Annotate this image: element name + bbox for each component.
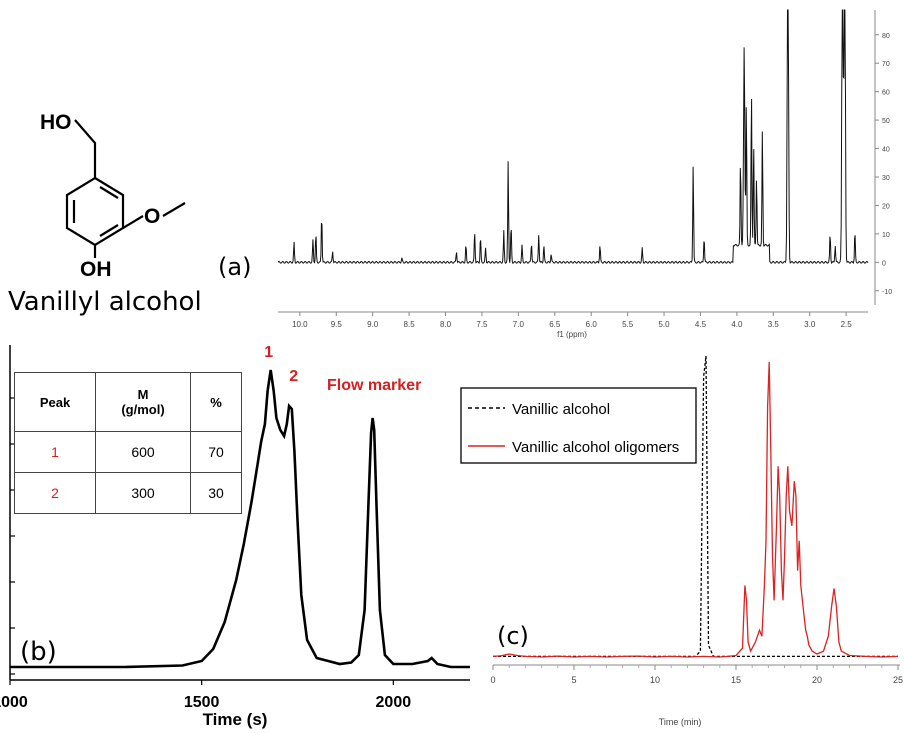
- compound-name: Vanillyl alcohol: [8, 287, 202, 317]
- sec-peak-table: Peak M (g/mol) % 1 600 70 2 300 30: [14, 372, 242, 514]
- hplc-series-oligomers: [492, 361, 899, 658]
- sec-x-label: Time (s): [203, 710, 268, 729]
- nmr-y-tick-label: 20: [882, 203, 890, 210]
- table-cell-peak: 1: [14, 431, 96, 473]
- legend-label-oligomers: Vanillic alcohol oligomers: [512, 439, 679, 456]
- hplc-chromatogram-chart: 0 5 10 15 20 25 Vanillic alcohol Vanillic alc…: [460, 355, 903, 727]
- nmr-trace: [277, 9, 869, 265]
- nmr-x-tick-label: 3.0: [804, 320, 816, 329]
- sec-annotation-2: 2: [289, 368, 298, 385]
- nmr-y-tick-label: 50: [882, 118, 890, 125]
- hplc-x-tick-label: 15: [731, 675, 741, 685]
- ho-label: HO: [40, 111, 72, 134]
- oh-label: OH: [80, 258, 112, 281]
- nmr-x-tick-label: 5.5: [622, 320, 634, 329]
- hplc-x-tick-label: 10: [650, 675, 660, 685]
- table-header-m-line2: (g/mol): [121, 402, 165, 417]
- panel-label-c: (c): [497, 622, 529, 650]
- sec-x-tick-label: 1500: [184, 694, 220, 711]
- nmr-x-tick-label: 7.5: [476, 320, 488, 329]
- legend-label-vanillic-alcohol: Vanillic alcohol: [512, 401, 610, 418]
- nmr-x-tick-label: 6.0: [586, 320, 598, 329]
- nmr-y-tick-label: 80: [882, 33, 890, 40]
- sec-x-tick-label: 2000: [376, 694, 412, 711]
- table-header-m-line1: M: [137, 387, 149, 402]
- nmr-x-tick-label: 9.5: [331, 320, 343, 329]
- table-header-peak: Peak: [14, 372, 96, 432]
- nmr-x-tick-label: 3.5: [768, 320, 780, 329]
- benzene-ring: [65, 176, 125, 247]
- nmr-x-tick-label: 6.5: [549, 320, 561, 329]
- table-cell-m: 600: [95, 431, 191, 473]
- hplc-x-tick-label: 5: [571, 675, 576, 685]
- sec-annotation-3: Flow marker: [327, 377, 421, 394]
- hplc-x-tick-label: 20: [812, 675, 822, 685]
- nmr-y-tick-label: 40: [882, 147, 890, 154]
- table-header-m: M (g/mol): [95, 372, 191, 432]
- table-cell-percent: 30: [190, 472, 242, 514]
- nmr-y-tick-label: 0: [882, 260, 886, 267]
- table-cell-peak: 2: [14, 472, 96, 514]
- ch2oh-bond: [74, 119, 97, 178]
- hplc-x-tick-label: 25: [893, 675, 903, 685]
- nmr-y-tick-label: -10: [882, 289, 892, 296]
- nmr-spectrum-chart: 10.0 9.5 9.0 8.5 8.0 7.5 7.0 6.5 6.0 5.5 5.0 4.5 4.0…: [277, 9, 892, 339]
- table-header-percent: %: [190, 372, 242, 432]
- table-cell-percent: 70: [190, 431, 242, 473]
- nmr-x-tick-label: 5.0: [658, 320, 670, 329]
- nmr-x-tick-label: 4.0: [731, 320, 743, 329]
- nmr-x-tick-label: 8.5: [404, 320, 416, 329]
- ring-double-bond: [99, 224, 119, 237]
- hplc-x-label: Time (min): [659, 717, 702, 727]
- hplc-legend: Vanillic alcohol Vanillic alcohol oligom…: [460, 387, 697, 464]
- panel-label-a: (a): [218, 253, 251, 281]
- nmr-x-tick-label: 10.0: [292, 320, 308, 329]
- nmr-y-tick-label: 60: [882, 90, 890, 97]
- hplc-x-tick-label: 0: [490, 675, 495, 685]
- methyl-bond: [162, 202, 186, 217]
- table-cell-m: 300: [95, 472, 191, 514]
- nmr-y-tick-label: 30: [882, 175, 890, 182]
- vanillyl-alcohol-structure: [65, 119, 186, 258]
- nmr-x-tick-label: 7.0: [513, 320, 525, 329]
- table-header-row: Peak M (g/mol) %: [14, 372, 242, 432]
- nmr-x-tick-label: 9.0: [367, 320, 379, 329]
- table-row: 1 600 70: [14, 431, 242, 473]
- nmr-x-label: f1 (ppm): [557, 330, 587, 339]
- nmr-x-tick-label: 2.5: [841, 320, 853, 329]
- panel-label-b: (b): [20, 637, 57, 667]
- sec-trace: [10, 369, 470, 669]
- nmr-x-tick-label: 4.5: [695, 320, 707, 329]
- table-row: 2 300 30: [14, 472, 242, 514]
- nmr-y-tick-label: 70: [882, 61, 890, 68]
- nmr-y-tick-label: 10: [882, 232, 890, 239]
- sec-x-tick-label: 1000: [0, 694, 28, 711]
- nmr-x-tick-label: 8.0: [440, 320, 452, 329]
- ome-bond: [122, 215, 144, 229]
- legend-box: [460, 387, 697, 464]
- ring-double-bond: [99, 186, 119, 199]
- methoxy-o-label: O: [144, 205, 160, 228]
- sec-annotation-1: 1: [264, 344, 273, 361]
